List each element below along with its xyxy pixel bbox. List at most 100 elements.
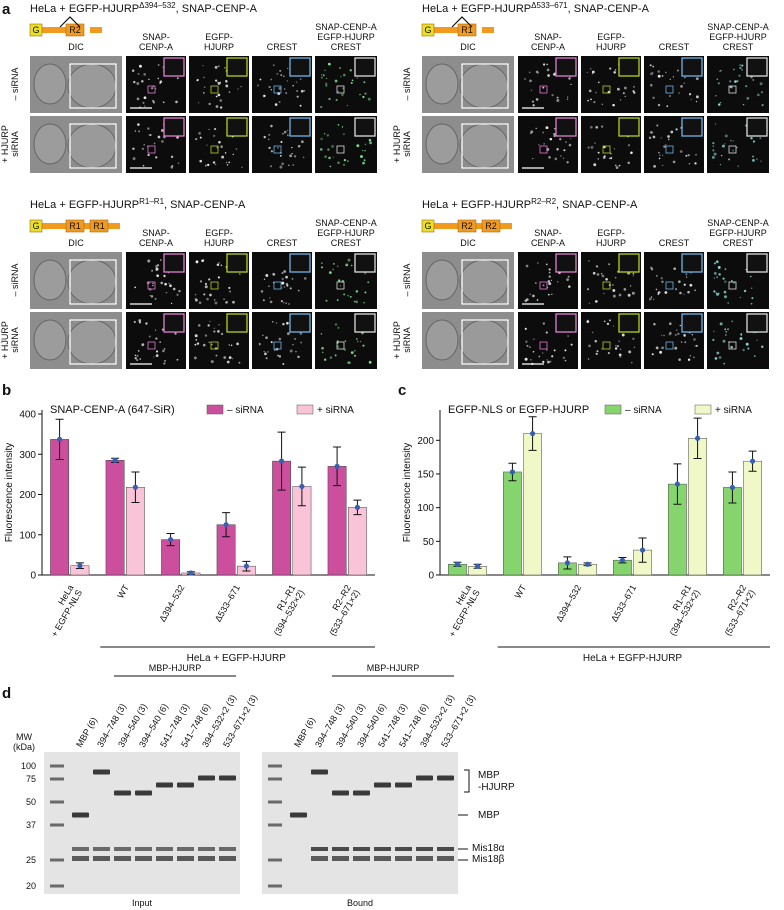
band-label: MBP -HJURP	[478, 770, 515, 793]
speckle	[217, 82, 221, 85]
speckle	[361, 149, 364, 152]
speckle	[153, 356, 155, 358]
roi	[665, 341, 674, 350]
speckle	[532, 157, 534, 160]
speckle	[269, 297, 271, 299]
speckle	[742, 103, 745, 106]
speckle	[601, 103, 604, 106]
mean-dot	[188, 570, 194, 576]
speckle	[294, 337, 297, 340]
speckle	[155, 156, 158, 159]
speckle	[286, 332, 290, 336]
mw-marker: 25	[26, 855, 36, 865]
speckle	[288, 164, 290, 167]
speckle	[340, 75, 342, 78]
construct-tail	[482, 27, 494, 33]
speckle	[147, 127, 150, 130]
row-label: + HJURPsiRNA	[392, 321, 412, 359]
merge-label: EGFP-HJURP	[709, 32, 767, 42]
speckle	[203, 92, 205, 94]
speckle	[564, 349, 567, 352]
roi	[728, 341, 737, 350]
speckle	[157, 135, 161, 139]
speckle	[159, 80, 163, 83]
y-tick-label: 100	[417, 503, 434, 514]
speckle	[355, 290, 359, 293]
speckle	[719, 163, 722, 166]
speckle	[649, 297, 652, 301]
mis18b-band	[177, 856, 194, 861]
speckle	[329, 271, 332, 274]
speckle	[272, 272, 276, 276]
mis18a-band	[219, 847, 236, 851]
title-part: , SNAP-CENP-A	[556, 199, 638, 211]
title-part: R1–R1	[139, 197, 164, 206]
speckle	[600, 125, 604, 128]
speckle	[363, 159, 366, 162]
speckle	[210, 360, 214, 364]
speckle	[524, 299, 528, 303]
speckle	[666, 105, 669, 108]
speckle	[364, 143, 367, 146]
speckle	[194, 343, 197, 346]
deletion	[59, 16, 81, 28]
roi	[665, 145, 674, 154]
roi	[602, 85, 611, 94]
speckle	[215, 105, 219, 108]
speckle	[752, 79, 755, 81]
speckle	[687, 154, 690, 157]
speckle	[349, 69, 352, 72]
inset	[163, 313, 185, 333]
speckle	[157, 77, 159, 80]
speckle	[150, 87, 154, 90]
speckle	[206, 297, 209, 301]
speckle	[566, 161, 569, 164]
speckle	[570, 83, 572, 85]
legend-label: + siRNA	[715, 405, 752, 416]
speckle	[347, 361, 350, 364]
speckle	[586, 320, 590, 324]
speckle	[547, 280, 551, 283]
speckle	[350, 351, 354, 355]
speckle	[342, 163, 346, 167]
speckle	[670, 130, 674, 134]
speckle	[353, 354, 357, 357]
speckle	[723, 295, 727, 299]
speckle	[279, 69, 282, 72]
speckle	[213, 327, 216, 330]
speckle	[144, 105, 146, 107]
mean-dot	[77, 563, 83, 569]
speckle	[218, 324, 220, 326]
speckle	[356, 144, 360, 148]
x-tick-label: Δ533–671	[213, 583, 242, 624]
mis18a-band	[395, 847, 412, 851]
speckle	[336, 299, 339, 302]
speckle	[176, 293, 179, 296]
mean-dot	[243, 563, 250, 569]
mis18b-band	[93, 856, 110, 861]
speckle	[603, 145, 606, 149]
speckle	[597, 158, 599, 160]
ladder-band	[50, 823, 64, 827]
speckle	[685, 273, 688, 276]
title-part: HeLa + EGFP-HJURP	[422, 199, 531, 211]
ladder-band	[268, 858, 282, 862]
speckle	[270, 78, 273, 81]
speckle	[745, 342, 749, 346]
speckle	[739, 66, 742, 70]
speckle	[139, 358, 141, 360]
speckle	[712, 142, 715, 145]
speckle	[601, 274, 605, 278]
speckle	[268, 85, 271, 89]
speckle	[350, 264, 353, 267]
speckle	[300, 89, 304, 93]
speckle	[302, 156, 305, 158]
speckle	[722, 277, 725, 280]
mean-dot	[334, 463, 340, 469]
speckle	[596, 273, 600, 276]
speckle	[632, 337, 635, 340]
speckle	[195, 339, 198, 341]
speckle	[741, 64, 744, 67]
speckle	[214, 301, 218, 305]
speckle	[667, 135, 670, 138]
